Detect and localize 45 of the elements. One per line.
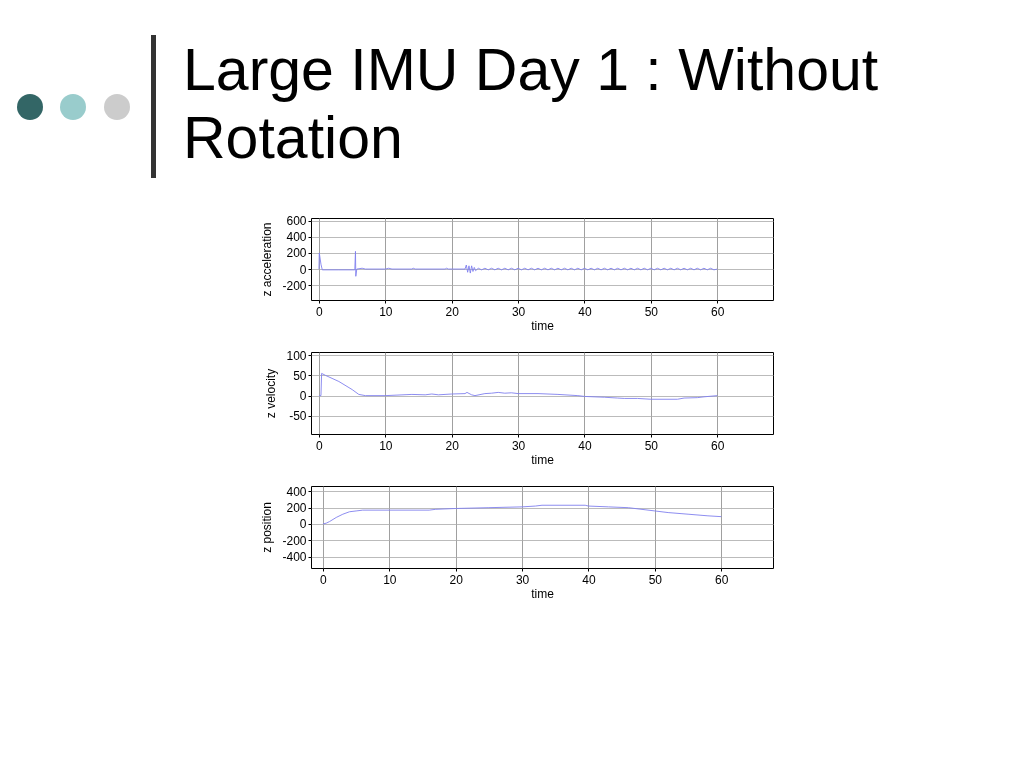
x-axis-title: time xyxy=(531,318,555,333)
x-tick-label: 20 xyxy=(445,438,460,453)
y-tick-label: 400 xyxy=(286,230,307,245)
line-series xyxy=(322,504,722,525)
x-tick-label: 30 xyxy=(511,304,526,319)
x-tick-label: 60 xyxy=(711,304,725,319)
y-axis-title: z acceleration xyxy=(260,222,275,297)
x-tick-label: 10 xyxy=(379,438,393,453)
x-tick-label: 30 xyxy=(515,572,530,587)
x-tick-label: 40 xyxy=(578,304,592,319)
x-tick-label: 60 xyxy=(715,572,729,587)
y-tick-label: -200 xyxy=(282,278,307,293)
y-tick-label: -400 xyxy=(282,550,307,565)
x-tick-label: 0 xyxy=(320,572,328,587)
y-tick-label: 200 xyxy=(286,246,307,261)
x-tick-label: 50 xyxy=(648,572,663,587)
y-tick-label: 0 xyxy=(299,517,307,532)
line-series xyxy=(318,250,718,277)
x-tick-label: 50 xyxy=(644,304,659,319)
x-axis-title: time xyxy=(531,452,555,467)
x-tick-label: 0 xyxy=(316,438,324,453)
y-tick-label: 400 xyxy=(286,484,307,499)
x-tick-label: 30 xyxy=(511,438,526,453)
x-tick-label: 60 xyxy=(711,438,725,453)
y-tick-label: -200 xyxy=(282,533,307,548)
y-tick-label: 50 xyxy=(293,368,307,383)
x-tick-label: 10 xyxy=(383,572,397,587)
y-tick-label: 600 xyxy=(286,214,307,229)
x-tick-label: 50 xyxy=(644,438,659,453)
y-tick-label: 0 xyxy=(299,389,307,404)
x-tick-label: 0 xyxy=(316,304,324,319)
y-tick-label: 0 xyxy=(299,262,307,277)
y-tick-label: 200 xyxy=(286,501,307,516)
x-tick-label: 20 xyxy=(445,304,460,319)
x-tick-label: 20 xyxy=(449,572,464,587)
x-tick-label: 40 xyxy=(578,438,592,453)
y-tick-label: 100 xyxy=(286,348,307,363)
y-axis-title: z position xyxy=(260,502,275,553)
chart-title: Large IMU Day 1 : Without Rotation xyxy=(183,36,880,172)
x-tick-label: 10 xyxy=(379,304,393,319)
x-axis-title: time xyxy=(531,586,555,601)
y-tick-label: -50 xyxy=(289,409,307,424)
y-axis-title: z velocity xyxy=(264,368,279,419)
line-series xyxy=(318,372,718,400)
x-tick-label: 40 xyxy=(582,572,596,587)
